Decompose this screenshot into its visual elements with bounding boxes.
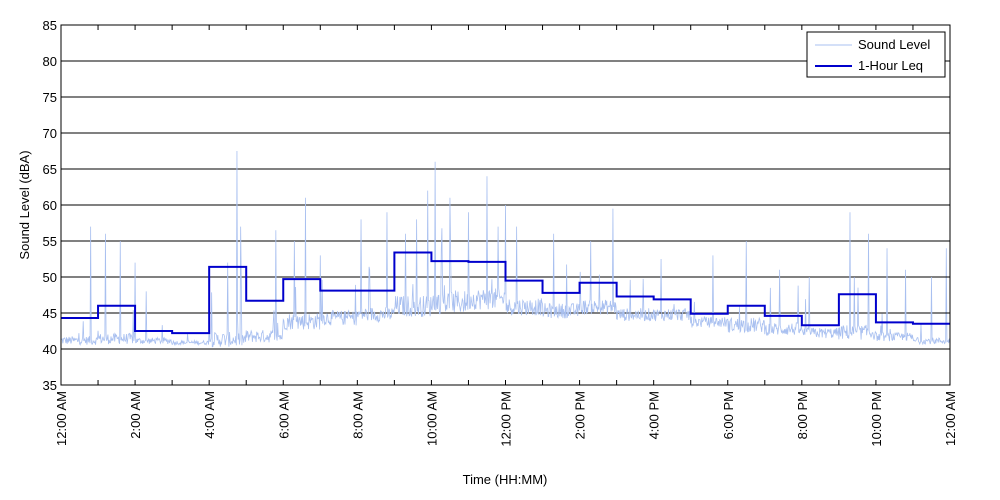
x-axis-title: Time (HH:MM) xyxy=(463,472,548,487)
y-tick-label: 35 xyxy=(43,378,57,393)
x-tick-label: 12:00 AM xyxy=(54,391,69,446)
sound-level-series xyxy=(61,150,950,348)
y-tick-label: 50 xyxy=(43,270,57,285)
y-tick-label: 85 xyxy=(43,18,57,33)
x-tick-label: 8:00 PM xyxy=(795,391,810,439)
x-tick-label: 10:00 PM xyxy=(869,391,884,447)
legend: Sound Level 1-Hour Leq xyxy=(806,31,946,78)
y-axis-ticks: 35 40 45 50 55 60 65 70 75 80 85 xyxy=(43,18,950,393)
y-tick-label: 75 xyxy=(43,90,57,105)
y-tick-label: 55 xyxy=(43,234,57,249)
leq-step-line xyxy=(61,251,950,335)
x-axis-ticks: 12:00 AM 2:00 AM 4:00 AM 6:00 AM 8:00 AM 10:0… xyxy=(54,25,958,447)
x-tick-label: 2:00 AM xyxy=(128,391,143,439)
y-tick-label: 40 xyxy=(43,342,57,357)
legend-label-leq: 1-Hour Leq xyxy=(858,58,923,73)
y-tick-label: 60 xyxy=(43,198,57,213)
legend-label-sound-level: Sound Level xyxy=(858,37,930,52)
x-tick-label: 8:00 AM xyxy=(350,391,365,439)
legend-box xyxy=(806,31,946,78)
x-tick-label: 4:00 PM xyxy=(647,391,662,439)
y-tick-label: 80 xyxy=(43,54,57,69)
y-tick-label: 65 xyxy=(43,162,57,177)
x-tick-label: 6:00 PM xyxy=(721,391,736,439)
x-tick-label: 10:00 AM xyxy=(424,391,439,446)
x-tick-label: 4:00 AM xyxy=(202,391,217,439)
x-tick-label: 12:00 PM xyxy=(499,391,514,447)
leq-series xyxy=(61,251,950,335)
y-tick-label: 45 xyxy=(43,306,57,321)
x-tick-label: 2:00 PM xyxy=(573,391,588,439)
sound-level-line xyxy=(61,150,950,348)
x-tick-label: 12:00 AM xyxy=(943,391,958,446)
y-tick-label: 70 xyxy=(43,126,57,141)
y-axis-title: Sound Level (dBA) xyxy=(17,150,32,259)
x-tick-label: 6:00 AM xyxy=(276,391,291,439)
